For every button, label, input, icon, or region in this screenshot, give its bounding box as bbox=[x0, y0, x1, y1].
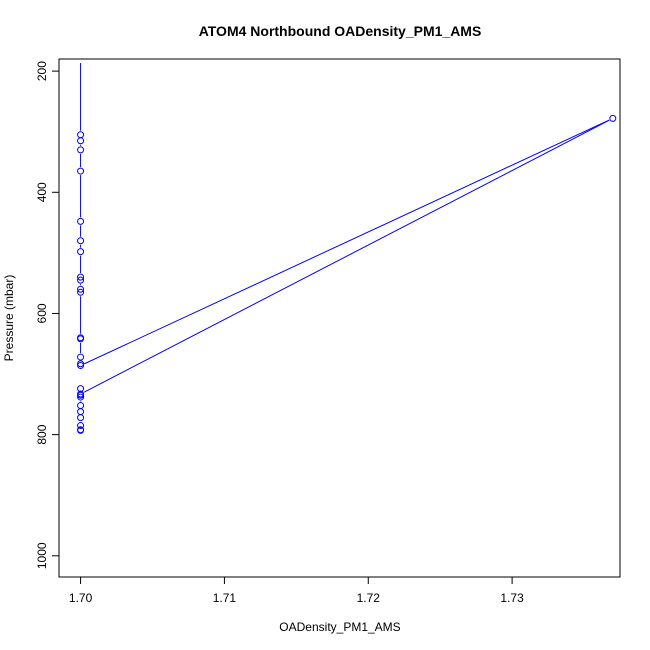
data-point bbox=[77, 146, 85, 154]
data-point bbox=[77, 426, 85, 434]
data-point bbox=[77, 137, 85, 145]
data-point bbox=[77, 276, 85, 284]
y-tick-label: 400 bbox=[35, 182, 49, 202]
data-point bbox=[77, 217, 85, 225]
x-tick-label: 1.70 bbox=[69, 591, 93, 605]
y-tick-label: 600 bbox=[35, 303, 49, 323]
x-axis-label: OADensity_PM1_AMS bbox=[279, 620, 400, 634]
data-point bbox=[77, 385, 85, 393]
y-tick-label: 200 bbox=[35, 61, 49, 81]
data-point bbox=[609, 114, 617, 122]
data-point bbox=[77, 167, 85, 175]
data-point bbox=[77, 288, 85, 296]
data-point bbox=[77, 360, 85, 368]
data-point bbox=[77, 402, 85, 410]
data-point bbox=[77, 131, 85, 139]
x-axis: 1.70 1.71 1.72 1.73 bbox=[69, 576, 524, 605]
data-point bbox=[77, 353, 85, 361]
data-point bbox=[77, 362, 85, 370]
y-tick-label: 1000 bbox=[35, 542, 49, 569]
data-point bbox=[77, 391, 85, 399]
chart-title: ATOM4 Northbound OADensity_PM1_AMS bbox=[199, 23, 482, 39]
series-line-segment bbox=[83, 119, 610, 393]
data-point bbox=[77, 393, 85, 401]
data-point bbox=[77, 273, 85, 281]
data-point bbox=[77, 335, 85, 343]
data-point bbox=[77, 422, 85, 430]
series-line-segment bbox=[83, 119, 610, 365]
data-layer bbox=[77, 63, 617, 434]
y-axis-label: Pressure (mbar) bbox=[2, 275, 16, 362]
data-point bbox=[77, 408, 85, 416]
data-point bbox=[77, 285, 85, 293]
x-tick-label: 1.71 bbox=[213, 591, 237, 605]
x-tick-label: 1.72 bbox=[357, 591, 381, 605]
data-point bbox=[77, 414, 85, 422]
plot-frame bbox=[58, 58, 621, 578]
data-point bbox=[77, 237, 85, 245]
y-axis: 200 400 600 800 1000 bbox=[35, 61, 60, 569]
data-point bbox=[77, 248, 85, 256]
y-tick-label: 800 bbox=[35, 424, 49, 444]
x-tick-label: 1.73 bbox=[500, 591, 524, 605]
